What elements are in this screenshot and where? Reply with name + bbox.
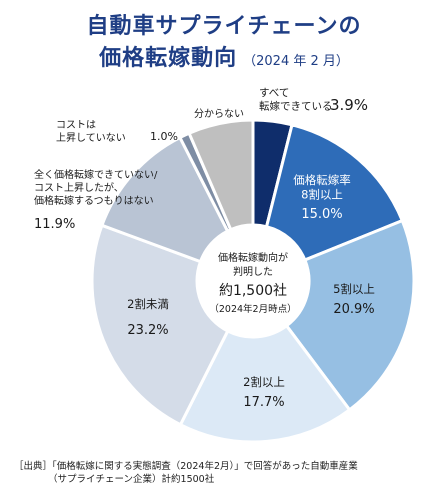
slice-4 [90, 223, 230, 427]
slice-value-5: 11.9% [34, 217, 75, 232]
center-line-1: 判明した [233, 266, 273, 278]
slice-1 [264, 122, 405, 262]
chart-title-line1: 自動車サプライチェーンの [0, 8, 448, 40]
slice-label-6-line-1: 上昇していない [56, 132, 126, 144]
slice-label-0-line-0: すべて [259, 87, 289, 99]
slice-label-1-line-0: 価格転嫁率 [293, 173, 351, 187]
center-line-0: 価格転嫁動向が [218, 251, 288, 264]
slice-value-6: 1.0% [150, 130, 178, 143]
slice-5 [100, 135, 230, 264]
title-date: （2024 年 2 月） [243, 54, 349, 69]
slice-2 [284, 218, 416, 412]
source-note: ［出典］「価格転嫁に関する実態調査（2024年2月）」で回答があった自動車産業 … [14, 460, 358, 486]
slice-value-1: 15.0% [301, 207, 342, 222]
slice-label-3-line-0: 2割以上 [243, 375, 285, 389]
center-line-2: 約1,500社 [219, 283, 287, 299]
source-prefix: ［出典］ [14, 461, 53, 472]
title-text-2: 価格転嫁動向 [99, 46, 238, 71]
slice-group [90, 118, 416, 444]
slice-label-0-line-1: 転嫁できている [259, 100, 333, 113]
slice-3 [178, 323, 352, 444]
slice-label-6-line-0: コストは [56, 119, 96, 131]
chart-title-line2: 価格転嫁動向 （2024 年 2 月） [0, 40, 448, 72]
slice-value-3: 17.7% [243, 395, 284, 410]
slice-label-5-line-1: コスト上昇したが、 [34, 181, 124, 194]
slice-value-4: 23.2% [127, 323, 168, 338]
slice-label-5-line-0: 全く価格転嫁できていない/ [34, 168, 158, 181]
slice-value-0: 3.9% [330, 96, 368, 114]
slice-7 [187, 118, 255, 232]
slice-label-2-line-0: 5割以上 [333, 282, 375, 296]
center-line-3: （2024年2月時点） [209, 303, 296, 315]
slice-label-7-line-0: 分からない [194, 108, 244, 120]
slice-label-4-line-0: 2割未満 [127, 297, 169, 311]
source-line2: （サプライチェーン企業）計約1500社 [48, 474, 215, 485]
source-line1: 「価格転嫁に関する実態調査（2024年2月）」で回答があった自動車産業 [52, 461, 358, 472]
slice-value-2: 20.9% [333, 302, 374, 317]
title-text-1: 自動車サプライチェーンの [86, 14, 362, 39]
slice-label-5-line-2: 価格転嫁するつもりはない [34, 194, 154, 207]
slice-label-1-line-1: 8割以上 [301, 188, 343, 202]
